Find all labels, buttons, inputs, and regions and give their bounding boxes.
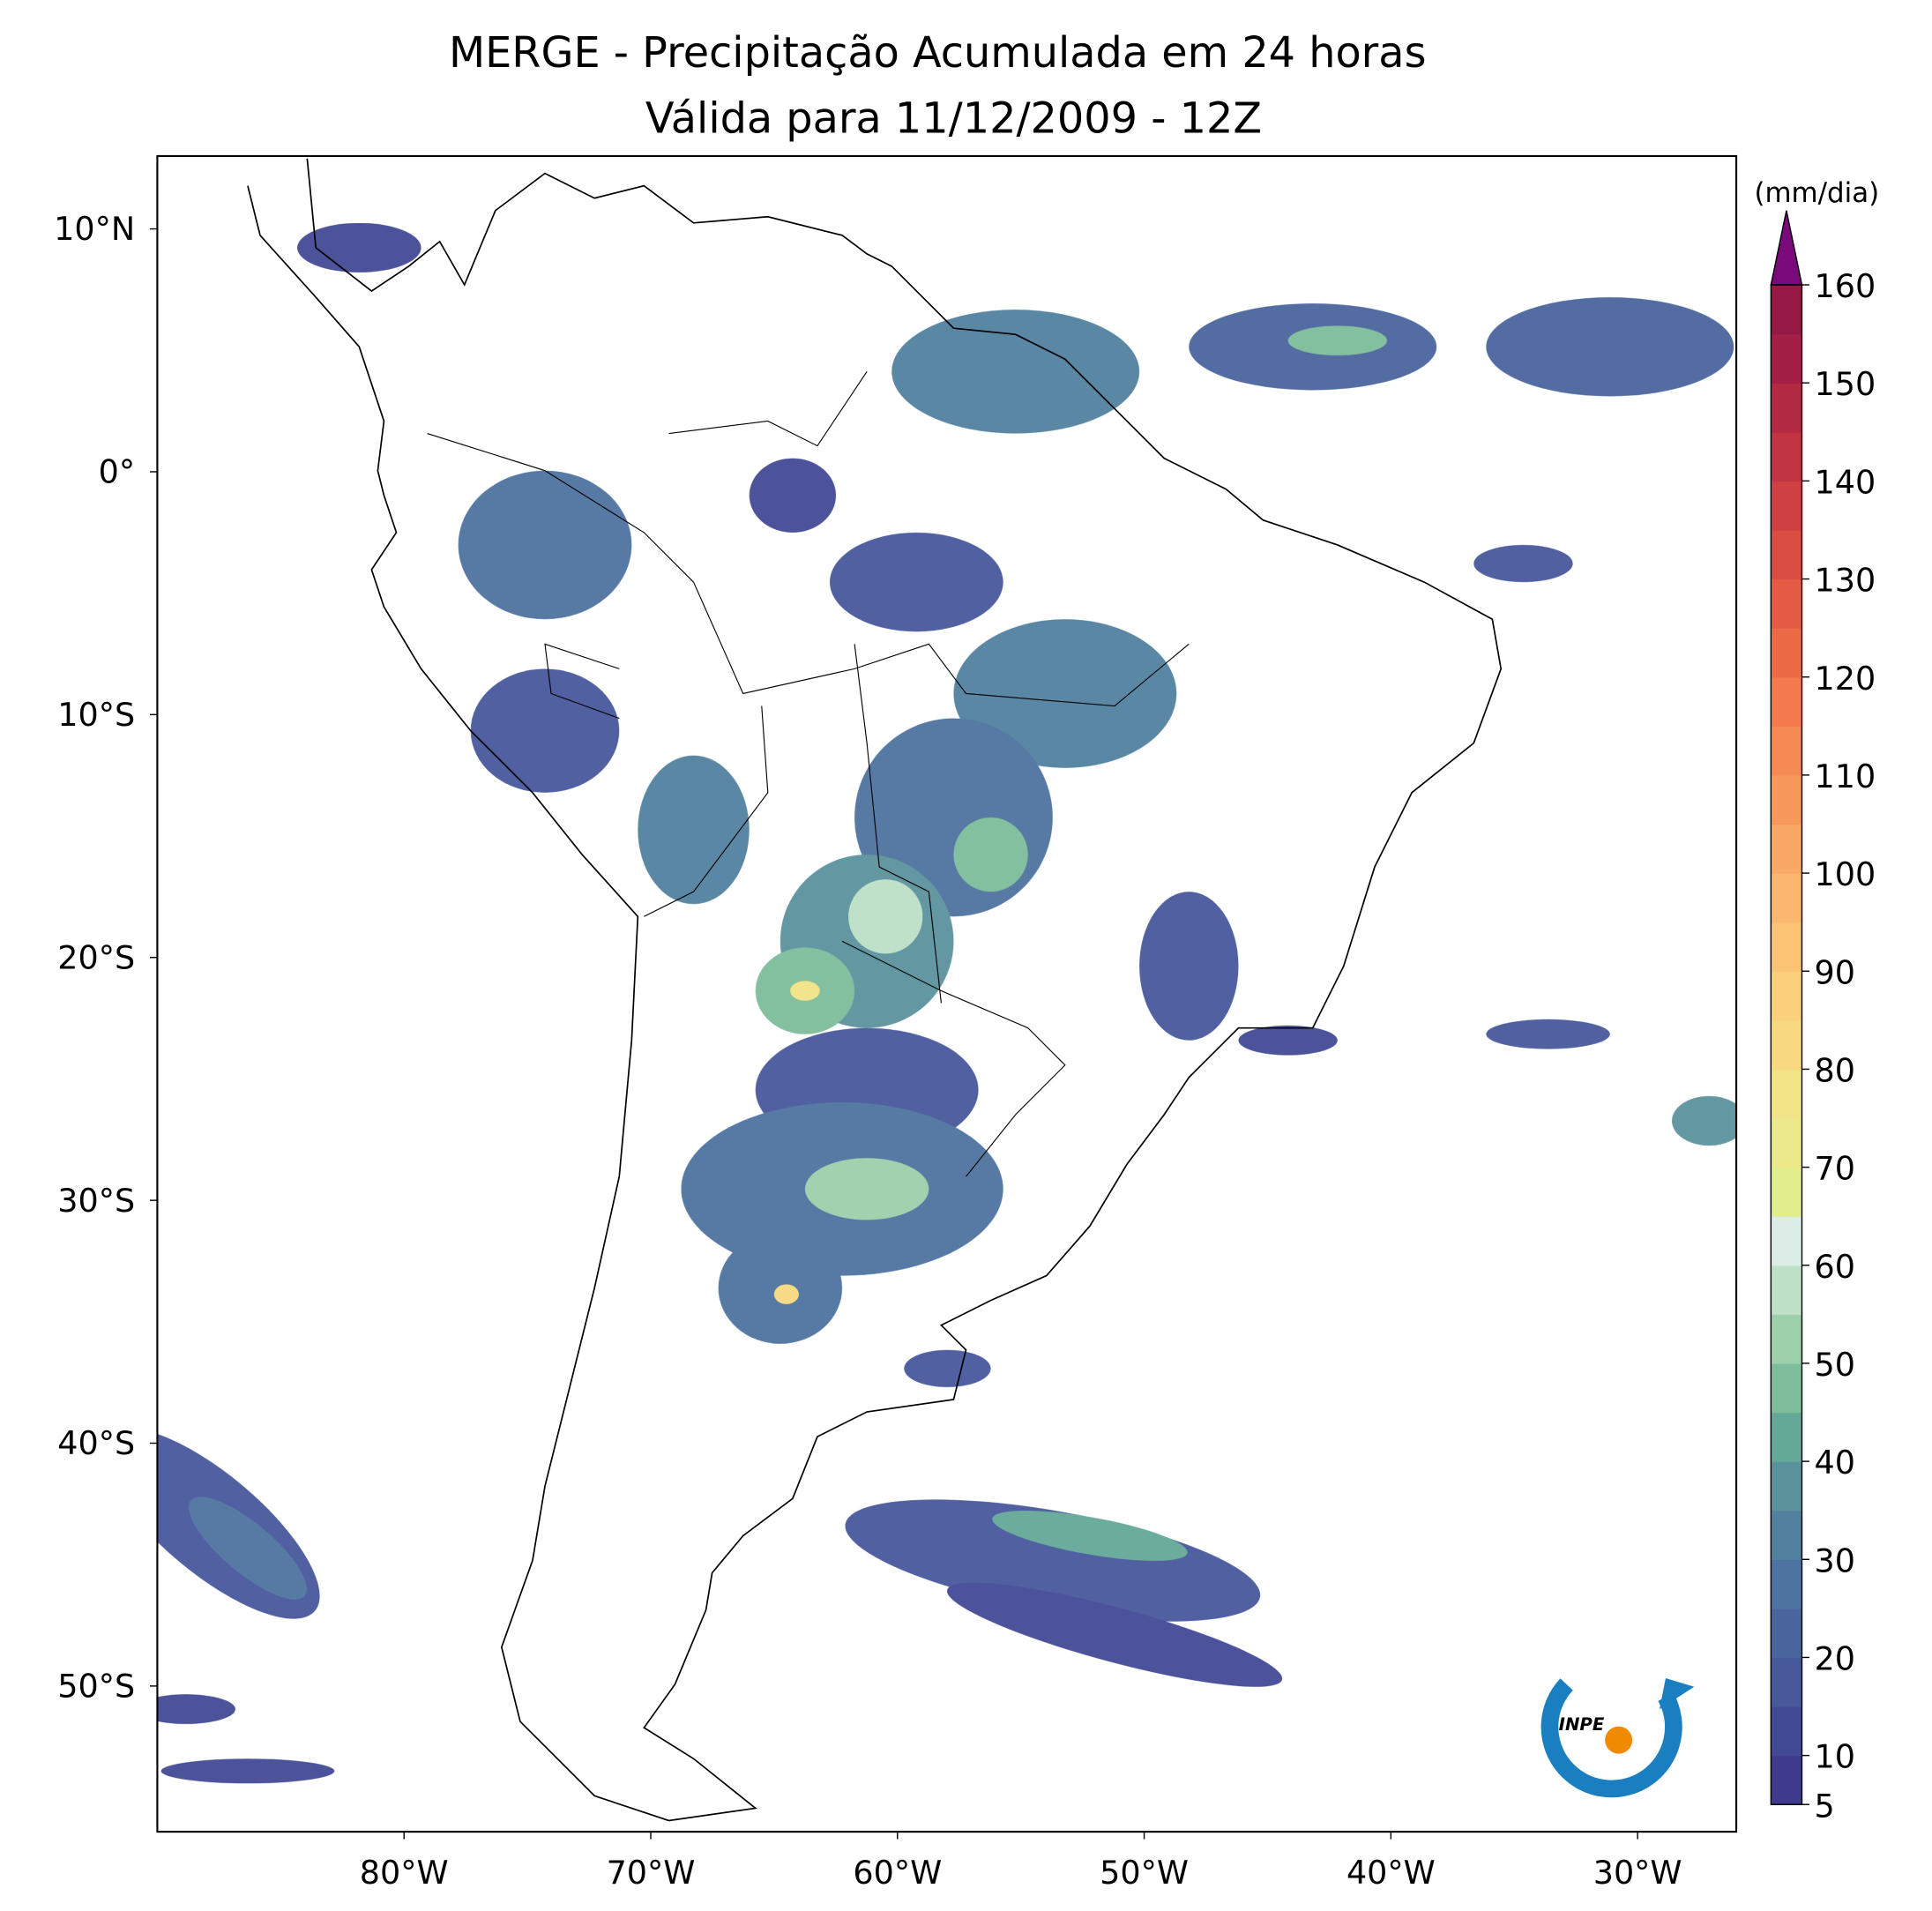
colorbar-band — [1771, 1510, 1802, 1560]
colorbar-band — [1771, 824, 1802, 874]
logo-dot — [1605, 1726, 1633, 1754]
colorbar-band — [1771, 922, 1802, 972]
title: MERGE - Precipitação Acumulada em 24 hor… — [449, 29, 1426, 78]
colorbar-tick-label: 60 — [1815, 1248, 1855, 1286]
colorbar-band — [1771, 1559, 1802, 1609]
colorbar-tick-label: 110 — [1815, 758, 1876, 795]
colorbar-tick-label: 90 — [1815, 953, 1855, 991]
colorbar-band — [1771, 1314, 1802, 1364]
precipitation — [157, 222, 1737, 1784]
colorbar: 5 10 20 30 40 50 60 70 80 90 100 110 120 130 140 150 160 — [1770, 210, 1876, 1825]
colorbar-tick-label: 50 — [1815, 1346, 1855, 1384]
logo-text: INPE — [1559, 1714, 1605, 1735]
colorbar-tick-label: 160 — [1815, 267, 1876, 305]
x-tick-label: 50°W — [1100, 1854, 1189, 1892]
x-tick-label: 60°W — [853, 1854, 942, 1892]
colorbar-band — [1771, 628, 1802, 678]
colorbar-band — [1771, 726, 1802, 776]
y-tick-label: 50°S — [57, 1668, 135, 1706]
colorbar-band — [1771, 285, 1802, 335]
colorbar-band — [1771, 431, 1802, 482]
colorbar-frame — [1770, 284, 1803, 1805]
logo-arrow — [1659, 1677, 1695, 1710]
subtitle: Válida para 11/12/2009 - 12Z — [645, 94, 1262, 143]
colorbar-band — [1771, 579, 1802, 629]
colorbar-band — [1771, 481, 1802, 531]
colorbar-band — [1771, 1216, 1802, 1266]
borders — [427, 371, 1190, 1177]
logo-arc — [1540, 1678, 1682, 1798]
axis-ticks: 80°W 70°W 60°W 50°W 40°W 30°W 10°N 0° 10°S 20°S 30… — [54, 210, 1682, 1892]
colorbar-band — [1771, 1117, 1802, 1168]
colorbar-band — [1771, 1019, 1802, 1071]
colorbar-band — [1771, 383, 1802, 433]
map-area — [157, 158, 1737, 1822]
colorbar-band — [1771, 676, 1802, 728]
colorbar-band — [1771, 1265, 1802, 1316]
colorbar-label: (mm/dia) — [1754, 177, 1879, 209]
y-tick-label: 10°S — [57, 696, 135, 734]
colorbar-band — [1771, 971, 1802, 1021]
x-tick-label: 40°W — [1346, 1854, 1436, 1892]
colorbar-tick-label: 80 — [1815, 1051, 1855, 1089]
colorbar-band — [1771, 1461, 1802, 1512]
colorbar-band — [1771, 529, 1802, 580]
colorbar-band — [1771, 774, 1802, 825]
logo: INPE — [1540, 1677, 1695, 1798]
colorbar-tick-label: 20 — [1815, 1640, 1855, 1678]
colorbar-band — [1771, 1069, 1802, 1119]
y-tick-label: 30°S — [57, 1182, 135, 1220]
y-tick-label: 20°S — [57, 938, 135, 976]
y-tick-label: 0° — [99, 453, 135, 491]
colorbar-band — [1771, 1412, 1802, 1462]
colorbar-tick-label: 5 — [1815, 1787, 1835, 1825]
colorbar-band — [1771, 1657, 1802, 1707]
colorbar-extend — [1770, 210, 1803, 286]
colorbar-tick-label: 40 — [1815, 1444, 1855, 1482]
y-tick-label: 10°N — [54, 210, 135, 248]
colorbar-tick-label: 100 — [1815, 855, 1876, 893]
colorbar-tick-label: 30 — [1815, 1541, 1855, 1579]
coastline — [247, 158, 1503, 1822]
colorbar-band — [1771, 1167, 1802, 1217]
colorbar-band — [1771, 1608, 1802, 1659]
x-tick-label: 80°W — [360, 1854, 449, 1892]
colorbar-tick-label: 10 — [1815, 1738, 1855, 1776]
x-tick-label: 30°W — [1593, 1854, 1682, 1892]
x-tick-label: 70°W — [607, 1854, 696, 1892]
colorbar-tick-label: 70 — [1815, 1150, 1855, 1188]
y-tick-label: 40°S — [57, 1424, 135, 1462]
colorbar-band — [1771, 333, 1802, 384]
colorbar-tick-label: 120 — [1815, 660, 1876, 698]
colorbar-band — [1771, 873, 1802, 923]
colorbar-tick-label: 140 — [1815, 463, 1876, 501]
colorbar-band — [1771, 1362, 1802, 1414]
map-frame — [156, 154, 1738, 1833]
colorbar-band — [1771, 1706, 1802, 1757]
colorbar-band — [1771, 1755, 1802, 1805]
colorbar-tick-label: 150 — [1815, 365, 1876, 403]
colorbar-tick-label: 130 — [1815, 562, 1876, 600]
